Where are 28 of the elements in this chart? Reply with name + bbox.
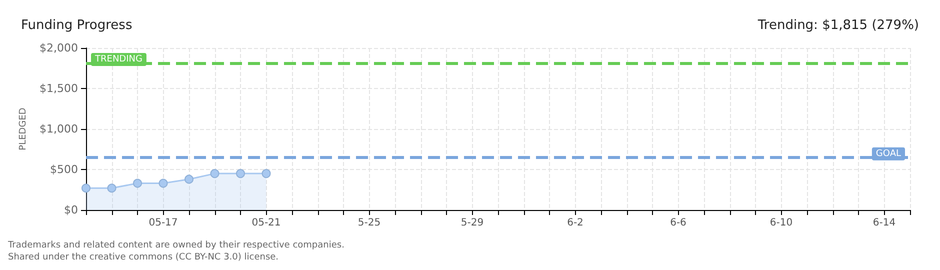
point xyxy=(107,184,116,193)
ref-line-label: GOAL xyxy=(876,148,901,159)
ref-line-label: TRENDING xyxy=(94,54,142,64)
point xyxy=(158,178,168,188)
x-tick-label: 05-17 xyxy=(148,218,178,228)
point xyxy=(262,169,271,178)
text: Shared under the creative commons (CC BY-NC 3.0) license. xyxy=(8,252,279,262)
point xyxy=(133,178,142,188)
point xyxy=(236,169,245,178)
chart-title: Funding Progress xyxy=(21,18,132,33)
x-tick-label: 05-21 xyxy=(252,218,281,228)
x-tick-label: 6-2 xyxy=(567,218,584,228)
y-tick-label: $1,000 xyxy=(40,122,78,136)
x-tick-label: 5-29 xyxy=(460,218,484,228)
y-axis-title: PLEDGED xyxy=(18,108,28,150)
x-tick-label: 6-14 xyxy=(872,218,896,228)
chart-subtitle: Trending: $1,815 (279%) xyxy=(756,18,919,33)
y-tick-label: $500 xyxy=(50,163,78,176)
x-tick-label: 6-10 xyxy=(770,218,793,228)
y-tick-label: $2,000 xyxy=(40,42,78,54)
y-tick-label: $0 xyxy=(64,204,78,216)
text: Trademarks and related content are owned by their respective companies. xyxy=(7,240,344,250)
y-tick-label: $1,500 xyxy=(40,82,78,95)
x-tick-label: 6-6 xyxy=(670,218,686,228)
point xyxy=(184,174,194,184)
point xyxy=(210,169,220,178)
x-tick-label: 5-25 xyxy=(358,218,381,228)
point xyxy=(82,184,90,193)
